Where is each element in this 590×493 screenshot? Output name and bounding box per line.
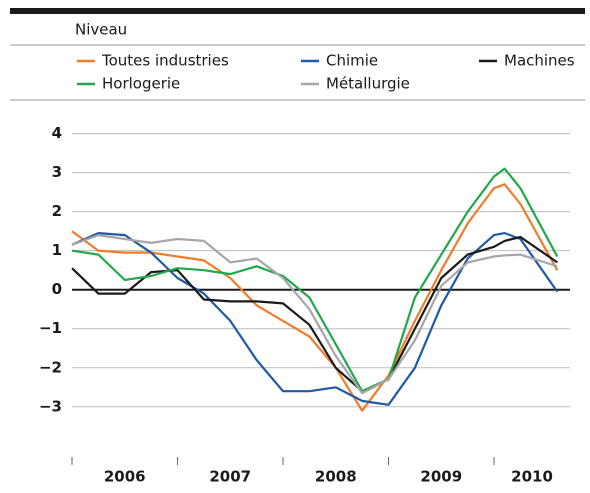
- legend-label: Horlogerie: [102, 75, 180, 93]
- y-tick-label: −2: [39, 358, 62, 376]
- y-tick-label: −3: [39, 397, 62, 415]
- x-tick-label: 2006: [104, 468, 146, 486]
- series-line: [71, 232, 559, 406]
- series-line: [71, 235, 558, 393]
- y-tick-label: 0: [52, 280, 62, 298]
- series-line: [71, 183, 559, 412]
- series-line: [71, 234, 558, 395]
- y-tick-label: 2: [52, 202, 62, 220]
- y-tick-label: −1: [39, 319, 62, 337]
- top-bar: [10, 8, 585, 14]
- x-tick-label: 2009: [420, 468, 462, 486]
- legend-label: Machines: [504, 52, 575, 70]
- legend-title: Niveau: [75, 21, 127, 39]
- legend-label: Toutes industries: [101, 52, 229, 70]
- x-tick-label: 2007: [209, 468, 251, 486]
- y-tick-label: 3: [52, 163, 62, 181]
- legend-label: Chimie: [326, 52, 378, 70]
- series-line: [71, 167, 559, 393]
- y-tick-label: 1: [52, 241, 62, 259]
- x-tick-label: 2008: [315, 468, 357, 486]
- legend-label: Métallurgie: [326, 75, 410, 93]
- x-tick-label: 2010: [511, 468, 553, 486]
- y-tick-label: 4: [52, 124, 62, 142]
